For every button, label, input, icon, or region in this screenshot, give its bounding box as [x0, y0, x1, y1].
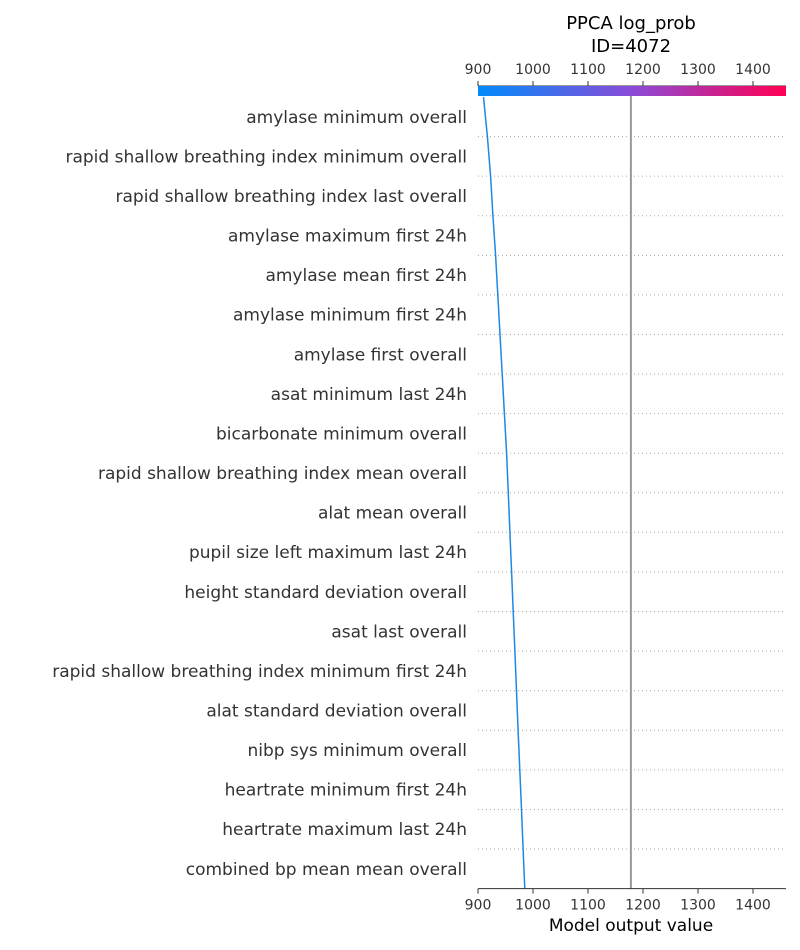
feature-label: rapid shallow breathing index minimum fi… [52, 662, 467, 682]
top-tick-label: 1300 [680, 62, 716, 78]
bottom-tick-label: 1000 [515, 898, 551, 914]
feature-label: heartrate minimum first 24h [225, 781, 467, 801]
top-axis: 900 1000 1100 1200 1300 1400 [465, 62, 786, 87]
feature-labels: amylase minimum overall rapid shallow bre… [52, 108, 467, 880]
colorbar-gradient [478, 86, 786, 96]
feature-label: asat last overall [331, 622, 467, 642]
feature-label: alat mean overall [318, 504, 467, 524]
feature-label: nibp sys minimum overall [247, 741, 467, 761]
x-axis-label: Model output value [549, 916, 713, 936]
top-tick-label: 1400 [735, 62, 771, 78]
top-tick-label: 1200 [625, 62, 661, 78]
feature-label: combined bp mean mean overall [186, 860, 467, 880]
feature-label: rapid shallow breathing index mean overa… [98, 464, 467, 484]
feature-label: heartrate maximum last 24h [222, 820, 467, 840]
top-tick-label: 1000 [515, 62, 551, 78]
feature-label: rapid shallow breathing index last overa… [116, 187, 468, 207]
feature-label: amylase first overall [294, 345, 467, 365]
feature-label: height standard deviation overall [184, 583, 467, 603]
top-tick-label: 900 [465, 62, 492, 78]
feature-label: asat minimum last 24h [271, 385, 467, 405]
colorbar [478, 86, 786, 96]
feature-label: amylase maximum first 24h [228, 227, 467, 247]
chart-title: PPCA log_prob [566, 13, 696, 34]
chart-subtitle: ID=4072 [591, 36, 671, 57]
bottom-tick-label: 1300 [680, 898, 716, 914]
top-tick-label: 1100 [570, 62, 606, 78]
decision-path-line [482, 96, 526, 889]
feature-label: pupil size left maximum last 24h [189, 543, 467, 563]
feature-label: amylase mean first 24h [265, 266, 467, 286]
feature-label: amylase minimum overall [246, 108, 467, 128]
bottom-tick-label: 1100 [570, 898, 606, 914]
feature-label: amylase minimum first 24h [233, 306, 467, 326]
decision-path [482, 96, 526, 889]
bottom-axis: 900 1000 1100 1200 1300 1400 [465, 888, 786, 914]
bottom-tick-label: 1400 [735, 898, 771, 914]
feature-label: rapid shallow breathing index minimum ov… [65, 147, 467, 167]
bottom-tick-label: 1200 [625, 898, 661, 914]
feature-label: alat standard deviation overall [206, 701, 467, 721]
feature-label: bicarbonate minimum overall [216, 424, 467, 444]
bottom-tick-label: 900 [465, 898, 492, 914]
feature-gridlines [478, 136, 786, 850]
